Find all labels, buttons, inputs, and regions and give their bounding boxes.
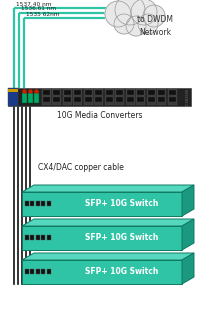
Circle shape — [104, 1, 130, 27]
Polygon shape — [22, 185, 193, 192]
Circle shape — [130, 0, 156, 25]
Circle shape — [125, 16, 145, 36]
FancyBboxPatch shape — [158, 90, 165, 95]
FancyBboxPatch shape — [85, 90, 92, 95]
Circle shape — [35, 90, 38, 93]
FancyBboxPatch shape — [137, 97, 144, 102]
Text: to DWDM
Network: to DWDM Network — [136, 15, 172, 37]
Polygon shape — [181, 253, 193, 284]
FancyBboxPatch shape — [167, 89, 176, 105]
Text: 10G Media Converters: 10G Media Converters — [57, 111, 142, 120]
FancyBboxPatch shape — [158, 97, 165, 102]
Polygon shape — [22, 260, 181, 284]
Polygon shape — [181, 185, 193, 216]
FancyBboxPatch shape — [36, 201, 40, 206]
FancyBboxPatch shape — [25, 269, 29, 274]
FancyBboxPatch shape — [116, 97, 123, 102]
FancyBboxPatch shape — [63, 89, 72, 105]
Polygon shape — [22, 226, 181, 250]
FancyBboxPatch shape — [146, 89, 155, 105]
FancyBboxPatch shape — [74, 97, 81, 102]
FancyBboxPatch shape — [147, 90, 154, 95]
Text: SFP+ 10G Switch: SFP+ 10G Switch — [84, 199, 157, 209]
Text: 1535 62nm: 1535 62nm — [26, 11, 59, 16]
Polygon shape — [22, 192, 181, 216]
FancyBboxPatch shape — [95, 90, 102, 95]
FancyBboxPatch shape — [43, 97, 50, 102]
FancyBboxPatch shape — [36, 235, 40, 240]
FancyBboxPatch shape — [47, 201, 51, 206]
FancyBboxPatch shape — [25, 235, 29, 240]
FancyBboxPatch shape — [43, 90, 50, 95]
FancyBboxPatch shape — [74, 90, 81, 95]
FancyBboxPatch shape — [52, 89, 61, 105]
FancyBboxPatch shape — [64, 90, 71, 95]
FancyBboxPatch shape — [42, 89, 51, 105]
Text: 1536.61 nm: 1536.61 nm — [21, 7, 56, 11]
FancyBboxPatch shape — [168, 90, 175, 95]
FancyBboxPatch shape — [36, 269, 40, 274]
FancyBboxPatch shape — [147, 97, 154, 102]
FancyBboxPatch shape — [85, 97, 92, 102]
Circle shape — [142, 5, 164, 27]
Circle shape — [114, 14, 133, 34]
FancyBboxPatch shape — [116, 90, 123, 95]
Polygon shape — [181, 219, 193, 250]
FancyBboxPatch shape — [73, 89, 82, 105]
FancyBboxPatch shape — [53, 90, 60, 95]
FancyBboxPatch shape — [126, 97, 133, 102]
FancyBboxPatch shape — [136, 89, 145, 105]
Circle shape — [23, 90, 26, 93]
Text: CX4/DAC copper cable: CX4/DAC copper cable — [38, 162, 123, 172]
Text: SFP+ 10G Switch: SFP+ 10G Switch — [84, 234, 157, 242]
FancyBboxPatch shape — [84, 89, 93, 105]
Text: SFP+ 10G Switch: SFP+ 10G Switch — [84, 268, 157, 276]
FancyBboxPatch shape — [28, 93, 33, 103]
FancyBboxPatch shape — [115, 89, 124, 105]
FancyBboxPatch shape — [64, 97, 71, 102]
FancyBboxPatch shape — [104, 89, 114, 105]
FancyBboxPatch shape — [41, 235, 45, 240]
FancyBboxPatch shape — [125, 89, 134, 105]
FancyBboxPatch shape — [157, 89, 166, 105]
Circle shape — [115, 0, 144, 25]
FancyBboxPatch shape — [22, 93, 27, 103]
Circle shape — [29, 90, 32, 93]
FancyBboxPatch shape — [25, 201, 29, 206]
FancyBboxPatch shape — [95, 97, 102, 102]
FancyBboxPatch shape — [94, 89, 103, 105]
FancyBboxPatch shape — [105, 90, 113, 95]
FancyBboxPatch shape — [137, 90, 144, 95]
FancyBboxPatch shape — [34, 93, 39, 103]
Polygon shape — [22, 219, 193, 226]
Circle shape — [137, 14, 157, 34]
FancyBboxPatch shape — [41, 269, 45, 274]
FancyBboxPatch shape — [30, 201, 34, 206]
FancyBboxPatch shape — [105, 97, 113, 102]
Text: LCX81500: LCX81500 — [185, 88, 189, 106]
FancyBboxPatch shape — [8, 88, 190, 106]
FancyBboxPatch shape — [47, 269, 51, 274]
FancyBboxPatch shape — [47, 235, 51, 240]
FancyBboxPatch shape — [30, 235, 34, 240]
FancyBboxPatch shape — [126, 90, 133, 95]
FancyBboxPatch shape — [8, 89, 18, 92]
Text: 1537.40 nm: 1537.40 nm — [16, 2, 51, 7]
FancyBboxPatch shape — [41, 201, 45, 206]
FancyBboxPatch shape — [53, 97, 60, 102]
FancyBboxPatch shape — [168, 97, 175, 102]
FancyBboxPatch shape — [30, 269, 34, 274]
FancyBboxPatch shape — [8, 88, 18, 106]
Polygon shape — [22, 253, 193, 260]
